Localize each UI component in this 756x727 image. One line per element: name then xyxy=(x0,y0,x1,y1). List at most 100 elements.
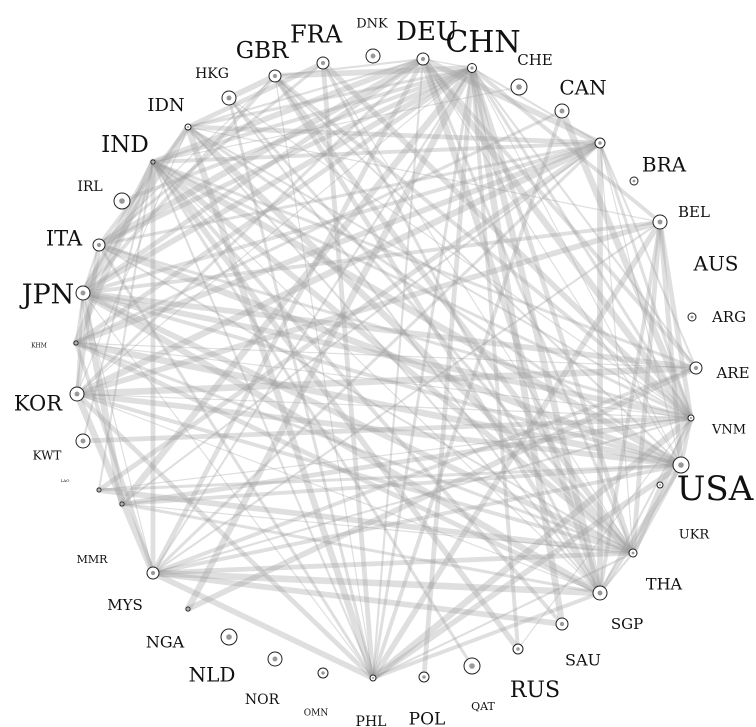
edge-kor-idn xyxy=(76,126,189,395)
edge-bra-ita xyxy=(97,141,602,247)
label-tha: THA xyxy=(646,575,683,594)
edge-chn-kor xyxy=(76,67,473,395)
label-qat: QAT xyxy=(471,700,495,713)
edge-chn-gbr xyxy=(272,65,475,79)
edge-sgp-gbr xyxy=(272,73,603,596)
edge-mys-aus xyxy=(151,220,662,575)
edge-sgp-hkg xyxy=(227,96,602,595)
label-lao: LAO xyxy=(61,478,71,483)
edge-vnm-fra xyxy=(320,60,694,421)
edge-vnm-bra xyxy=(598,141,693,420)
edge-usa-ita xyxy=(95,241,685,469)
edge-phl-usa xyxy=(370,462,684,681)
label-kor: KOR xyxy=(14,392,63,416)
edge-chn-idn xyxy=(186,66,474,129)
edge-vnm-can xyxy=(558,107,695,422)
edge-mys-vnm xyxy=(151,416,693,575)
edge-mmr-vnm xyxy=(119,415,694,507)
edge-ind-bra xyxy=(151,141,602,164)
node-core-kor xyxy=(74,391,80,397)
node-core-lao xyxy=(98,489,100,491)
label-pol: POL xyxy=(409,710,446,727)
edge-mys-are xyxy=(151,366,698,575)
edge-phl-aus xyxy=(370,219,663,681)
edge-bra-deu xyxy=(420,56,603,146)
node-core-bel xyxy=(632,179,636,183)
edge-sgp-aus xyxy=(598,220,662,595)
edge-bra-kor xyxy=(73,139,604,398)
label-kwt: KWT xyxy=(33,449,62,463)
edge-chn-are xyxy=(470,66,698,370)
edge-khm-can xyxy=(74,109,564,345)
label-can: CAN xyxy=(559,76,606,100)
edge-kwt-ind xyxy=(81,160,155,443)
label-mmr: MMR xyxy=(77,553,109,566)
edge-sgp-jpn xyxy=(79,289,604,597)
edge-gbr-hkg xyxy=(226,73,278,101)
edge-sgp-idn xyxy=(186,125,602,595)
edge-usa-deu xyxy=(422,58,682,466)
edge-idn-deu xyxy=(186,57,425,129)
edge-ind-phl xyxy=(151,160,375,680)
edge-tha-bra xyxy=(599,142,634,554)
edge-jpn-gbr xyxy=(81,74,277,295)
node-core-ind xyxy=(152,161,154,163)
edge-usa-aus xyxy=(657,219,684,468)
edge-tha-usa xyxy=(631,463,683,555)
edge-ind-sgp xyxy=(152,161,601,594)
edge-bra-are xyxy=(598,141,698,370)
edge-ind-usa xyxy=(149,158,685,469)
label-dnk: DNK xyxy=(356,17,388,32)
edge-sau-chn xyxy=(468,64,566,628)
edge-vnm-idn xyxy=(186,125,693,420)
edge-jpn-kor xyxy=(75,291,85,396)
node-core-nga xyxy=(187,608,189,610)
edge-chn-usa xyxy=(471,67,682,466)
node-core-deu xyxy=(420,56,426,62)
node-core-idn xyxy=(186,125,190,129)
label-vnm: VNM xyxy=(711,423,746,438)
label-ind: IND xyxy=(101,132,149,158)
edge-mmr-bra xyxy=(120,141,602,506)
edge-khm-vnm xyxy=(75,342,692,419)
edge-lao-vnm xyxy=(98,417,692,491)
edge-mys-tha xyxy=(150,550,636,576)
label-chn: CHN xyxy=(445,25,520,60)
node-core-khm xyxy=(75,342,77,344)
node-core-chn xyxy=(470,66,474,70)
edge-khm-bra xyxy=(73,140,603,346)
edge-mys-usa xyxy=(151,463,683,575)
label-omn: OMN xyxy=(304,709,329,719)
node-core-qat xyxy=(469,663,475,669)
node-core-can xyxy=(559,108,565,114)
edge-khm-mys xyxy=(74,341,155,575)
edge-fra-idn xyxy=(185,60,326,130)
node-core-are xyxy=(693,365,699,371)
edge-bra-jpn xyxy=(81,141,602,295)
edge-idn-ita xyxy=(97,125,190,247)
label-jpn: JPN xyxy=(19,280,75,311)
edge-phl-can xyxy=(371,109,564,680)
edge-are-deu xyxy=(421,57,698,370)
edge-fra-ita xyxy=(97,61,325,247)
edge-mys-deu xyxy=(150,56,426,576)
node-core-gbr xyxy=(272,73,278,79)
edge-lao-bra xyxy=(96,140,603,493)
node-core-sau xyxy=(559,621,565,627)
label-aus: AUS xyxy=(693,252,739,276)
edge-vnm-sgp xyxy=(598,416,693,595)
edge-chn-ita xyxy=(96,65,475,248)
edge-usa-kor xyxy=(74,391,684,468)
edge-tha-sgp xyxy=(598,551,635,595)
edge-rus-vnm xyxy=(517,417,692,650)
edge-vnm-deu xyxy=(419,55,695,422)
edge-ind-tha xyxy=(150,159,636,556)
edge-gbr-ita xyxy=(98,75,276,246)
edge-irl-chn xyxy=(120,66,474,203)
edge-aus-jpn xyxy=(81,220,662,295)
edge-chn-bra xyxy=(470,66,602,145)
edge-layer xyxy=(72,55,700,682)
edge-chn-deu xyxy=(422,58,473,69)
node-core-vnm xyxy=(689,416,693,420)
